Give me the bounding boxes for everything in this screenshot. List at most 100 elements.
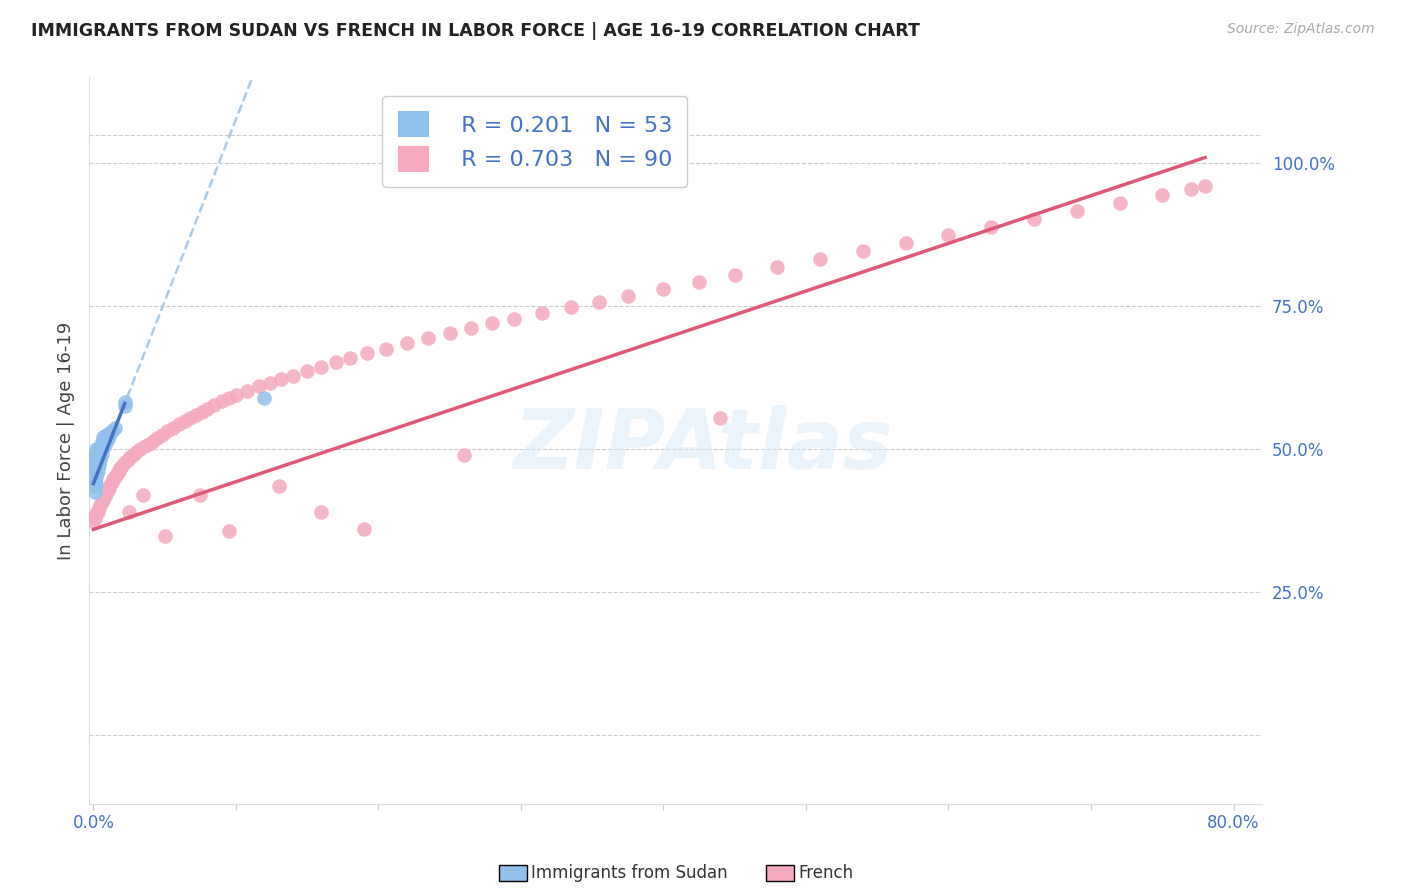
Point [588, 294, 610, 309]
Point [184, 408, 207, 422]
Point [167, 417, 190, 431]
Point [82, 454, 104, 468]
Point [460, 321, 482, 335]
Point [247, 379, 270, 393]
Point [110, 460, 132, 475]
Point [83, 479, 105, 493]
Point [96, 428, 118, 442]
Point [97, 432, 120, 446]
Point [108, 464, 131, 478]
Point [211, 393, 233, 408]
Point [98, 428, 121, 442]
Point [150, 428, 173, 442]
Text: Immigrants from Sudan: Immigrants from Sudan [531, 864, 728, 882]
Point [129, 442, 152, 457]
Point [107, 465, 129, 479]
Point [86, 443, 108, 458]
Point [114, 399, 136, 413]
Point [96, 433, 118, 447]
Point [153, 529, 176, 543]
Point [980, 220, 1002, 235]
Point [101, 475, 124, 490]
Point [91, 430, 114, 444]
Point [1180, 182, 1202, 196]
Point [122, 448, 145, 462]
Text: Source: ZipAtlas.com: Source: ZipAtlas.com [1227, 22, 1375, 37]
Point [173, 414, 195, 428]
Point [98, 481, 121, 495]
Point [179, 410, 201, 425]
Point [86, 505, 108, 519]
Point [91, 441, 114, 455]
Point [91, 492, 114, 507]
Point [395, 335, 418, 350]
Point [1194, 179, 1216, 194]
Point [709, 410, 731, 425]
Point [84, 442, 107, 457]
Point [1152, 188, 1174, 202]
Point [117, 452, 139, 467]
Point [100, 477, 122, 491]
Point [356, 346, 378, 360]
Text: IMMIGRANTS FROM SUDAN VS FRENCH IN LABOR FORCE | AGE 16-19 CORRELATION CHART: IMMIGRANTS FROM SUDAN VS FRENCH IN LABOR… [31, 22, 920, 40]
Point [418, 331, 440, 345]
Point [84, 507, 107, 521]
Point [132, 488, 155, 502]
Point [84, 447, 107, 461]
Point [114, 395, 136, 409]
Point [83, 447, 105, 461]
Point [688, 275, 710, 289]
Point [87, 447, 110, 461]
Point [84, 469, 107, 483]
Legend:   R = 0.201   N = 53,   R = 0.703   N = 90: R = 0.201 N = 53, R = 0.703 N = 90 [382, 95, 688, 187]
Point [84, 456, 107, 470]
Point [83, 511, 105, 525]
Point [96, 487, 118, 501]
Point [90, 435, 112, 450]
Point [97, 483, 120, 498]
Point [93, 428, 115, 442]
Point [311, 359, 333, 374]
Point [894, 236, 917, 251]
Point [84, 476, 107, 491]
Point [90, 447, 112, 461]
Point [339, 351, 361, 365]
Point [83, 459, 105, 474]
Point [270, 372, 292, 386]
Point [90, 495, 112, 509]
Point [481, 317, 503, 331]
Point [104, 420, 127, 434]
Point [120, 450, 142, 465]
Point [617, 289, 640, 303]
Point [146, 431, 169, 445]
Point [190, 405, 212, 419]
Point [86, 459, 108, 474]
Point [93, 438, 115, 452]
Point [439, 326, 461, 340]
Point [281, 369, 304, 384]
Point [84, 465, 107, 479]
Point [83, 474, 105, 488]
Point [374, 342, 396, 356]
Point [84, 451, 107, 466]
Point [105, 468, 128, 483]
Point [218, 524, 240, 538]
Point [138, 436, 160, 450]
Point [83, 450, 105, 465]
Point [502, 311, 524, 326]
Point [204, 398, 226, 412]
Point [101, 424, 124, 438]
Point [766, 260, 789, 275]
Point [114, 455, 136, 469]
Y-axis label: In Labor Force | Age 16-19: In Labor Force | Age 16-19 [58, 322, 75, 560]
Point [82, 459, 104, 474]
Point [89, 452, 111, 467]
Point [188, 488, 211, 502]
Point [295, 364, 318, 378]
Point [111, 459, 134, 474]
Point [89, 441, 111, 455]
Point [125, 445, 148, 459]
Point [652, 282, 675, 296]
Point [89, 499, 111, 513]
Point [1066, 204, 1088, 219]
